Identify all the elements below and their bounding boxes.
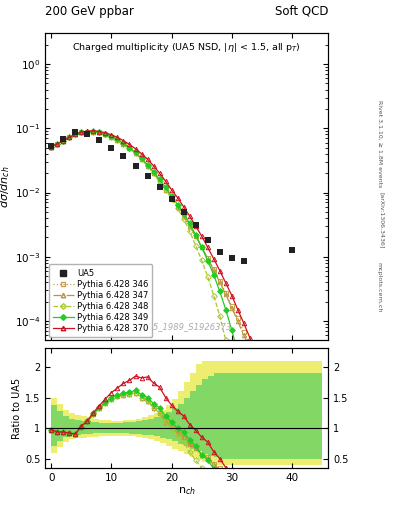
Legend: UA5, Pythia 6.428 346, Pythia 6.428 347, Pythia 6.428 348, Pythia 6.428 349, Pyt: UA5, Pythia 6.428 346, Pythia 6.428 347,… (48, 264, 152, 337)
Text: Rivet 3.1.10, ≥ 1.8M events: Rivet 3.1.10, ≥ 1.8M events (377, 100, 382, 187)
X-axis label: n$_{ch}$: n$_{ch}$ (178, 485, 196, 497)
Text: mcplots.cern.ch: mcplots.cern.ch (377, 262, 382, 312)
Y-axis label: Ratio to UA5: Ratio to UA5 (12, 378, 22, 439)
Text: Charged multiplicity (UA5 NSD, |$\eta$| < 1.5, all p$_T$): Charged multiplicity (UA5 NSD, |$\eta$| … (72, 41, 301, 54)
Text: 200 GeV ppbar: 200 GeV ppbar (45, 5, 134, 18)
Text: [arXiv:1306.3436]: [arXiv:1306.3436] (380, 192, 384, 248)
Y-axis label: $d\sigma/dn_{ch}$: $d\sigma/dn_{ch}$ (0, 165, 12, 208)
Text: Soft QCD: Soft QCD (275, 5, 328, 18)
Text: UA5_1989_S1926373: UA5_1989_S1926373 (141, 322, 232, 331)
